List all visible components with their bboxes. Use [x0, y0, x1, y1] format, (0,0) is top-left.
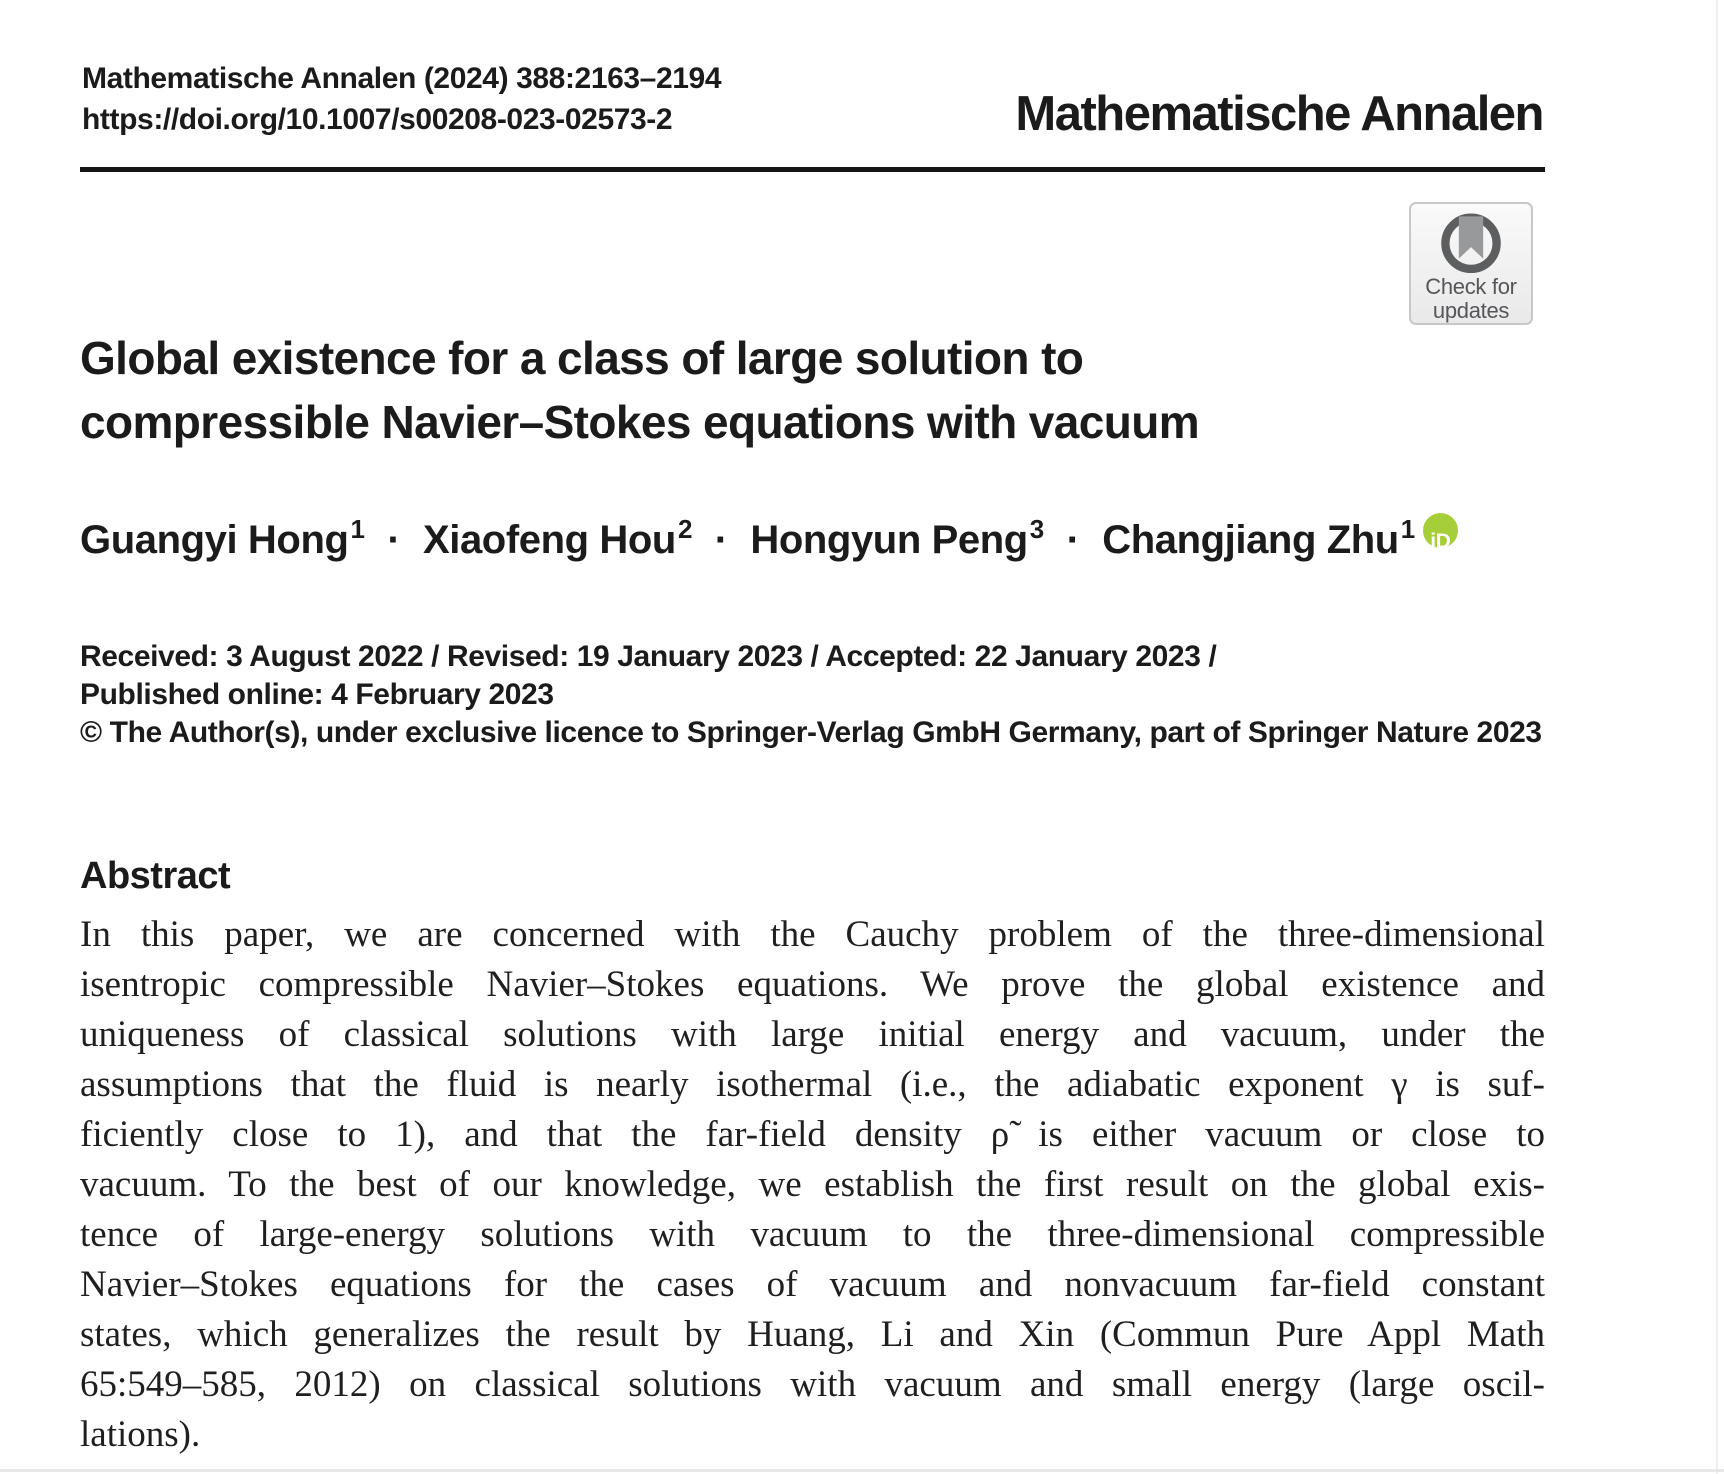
author-name: Changjiang Zhu1 — [1102, 514, 1415, 562]
author-separator: · — [387, 518, 401, 562]
author-affiliation-sup: 1 — [1400, 514, 1415, 544]
author-separator: · — [714, 518, 728, 562]
received-revised-accepted-line: Received: 3 August 2022 / Revised: 19 Ja… — [80, 640, 1217, 673]
author-name: Xiaofeng Hou2 — [422, 514, 692, 562]
abstract-section: Abstract In this paper, we are concerned… — [80, 855, 1545, 1460]
abstract-line: lations). — [80, 1414, 201, 1455]
paper-title-line-2: compressible Navier–Stokes equations wit… — [80, 396, 1200, 448]
author-name: Hongyun Peng3 — [750, 514, 1044, 562]
paper-title: Global existence for a class of large so… — [80, 326, 1200, 454]
citation-text: Mathematische Annalen (2024) 388:2163–21… — [82, 62, 722, 95]
abstract-line: ficiently close to 1), and that the far-… — [80, 1114, 1545, 1155]
article-meta-block: Received: 3 August 2022 / Revised: 19 Ja… — [80, 638, 1542, 752]
orcid-icon[interactable]: iD — [1422, 512, 1458, 553]
paper-title-line-1: Global existence for a class of large so… — [80, 332, 1084, 384]
author-affiliation-sup: 2 — [677, 514, 692, 544]
abstract-line: Navier–Stokes equations for the cases of… — [80, 1264, 1545, 1305]
journal-citation-block: Mathematische Annalen (2024) 388:2163–21… — [82, 58, 722, 140]
author-separator: · — [1066, 518, 1080, 562]
header-rule — [80, 167, 1545, 172]
author-name: Guangyi Hong1 — [80, 514, 365, 562]
abstract-line: assumptions that the fluid is nearly iso… — [80, 1064, 1545, 1105]
abstract-line: isentropic compressible Navier–Stokes eq… — [80, 964, 1545, 1005]
abstract-heading: Abstract — [80, 855, 231, 897]
journal-name: Mathematische Annalen — [1015, 87, 1544, 141]
doi-link[interactable]: https://doi.org/10.1007/s00208-023-02573… — [82, 103, 673, 136]
page-edge-bottom — [0, 1469, 1724, 1472]
abstract-text: In this paper, we are concerned with the… — [80, 910, 1545, 1460]
crossmark-icon — [1441, 213, 1501, 274]
author-affiliation-sup: 3 — [1029, 514, 1044, 544]
abstract-line: 65:549–585, 2012) on classical solutions… — [80, 1364, 1545, 1405]
abstract-line: states, which generalizes the result by … — [80, 1314, 1545, 1355]
abstract-line: tence of large-energy solutions with vac… — [80, 1214, 1545, 1255]
published-online-line: Published online: 4 February 2023 — [80, 678, 554, 711]
copyright-line: © The Author(s), under exclusive licence… — [80, 716, 1542, 749]
check-for-updates-badge[interactable]: Check for updates — [1409, 202, 1533, 325]
abstract-line: uniqueness of classical solutions with l… — [80, 1014, 1545, 1055]
author-affiliation-sup: 1 — [350, 514, 365, 544]
check-for-updates-label: Check for updates — [1425, 274, 1517, 323]
author-line: Guangyi Hong1 · Xiaofeng Hou2 · Hongyun … — [80, 512, 1458, 563]
page-edge-right — [1716, 0, 1718, 1474]
abstract-line: In this paper, we are concerned with the… — [80, 914, 1545, 955]
abstract-line: vacuum. To the best of our knowledge, we… — [80, 1164, 1545, 1205]
